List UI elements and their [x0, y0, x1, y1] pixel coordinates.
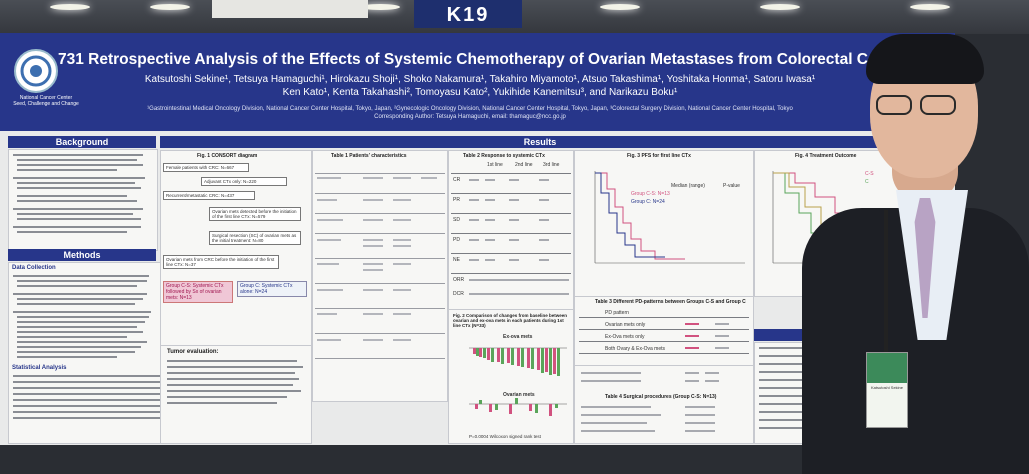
table4-surgery: Table 4 Surgical procedures (Group C-S: …: [574, 365, 754, 444]
table2-row-pd: PD: [453, 237, 460, 243]
ceiling-light: [150, 4, 190, 10]
methods-text-lines: [13, 275, 151, 358]
flow-box-5: Surgical resection (SC) of ovarian mets …: [209, 231, 301, 245]
fig2-title: Fig. 2 Comparison of changes from baseli…: [453, 313, 568, 328]
table2-row-cr: CR: [453, 177, 461, 183]
flow-box-3: Recurrent/metastatic CRC: N=437: [163, 191, 255, 200]
table2-col-3: 3rd line: [543, 162, 560, 168]
affiliation-line: ¹Gastrointestinal Medical Oncology Divis…: [147, 106, 793, 112]
poster-title: 731 Retrospective Analysis of the Effect…: [58, 51, 910, 68]
fig3-pfs: Fig. 3 PFS for first line CTx Median (ra…: [574, 150, 754, 297]
tumor-evaluation: Tumor evaluation:: [160, 345, 312, 444]
flow-box-6: Ovarian mets from CRC before the initiat…: [163, 255, 279, 269]
logo-text: National Cancer Center Seed, Challenge a…: [6, 95, 86, 107]
fig1-title: Fig. 1 CONSORT diagram: [197, 153, 258, 159]
fig1-consort: Fig. 1 CONSORT diagram Female patients w…: [160, 150, 312, 347]
board-number-sign: K19: [414, 0, 522, 28]
table2-cells: [451, 173, 571, 295]
section-methods: Methods: [8, 249, 156, 261]
table3-cells: [579, 317, 749, 354]
methods-subhead-data: Data Collection: [12, 265, 56, 271]
background-body: [8, 149, 158, 251]
table4-cells: [581, 372, 719, 432]
table3-pd-pattern: Table 3 Different PD-patterns between Gr…: [574, 296, 754, 366]
fig2-footer: P=0.0004 Wilcoxon signed rank test: [469, 434, 541, 439]
background-text-lines: [13, 154, 145, 233]
table3-title: Table 3 Different PD-patterns between Gr…: [595, 299, 746, 305]
fig3-header-pvalue: P-value: [723, 183, 740, 189]
table2-response: Table 2 Response to systemic CTx 1st lin…: [448, 150, 574, 310]
table1-title: Table 1 Patients' characteristics: [331, 153, 407, 159]
fig3-header-median: Median (range): [671, 183, 705, 189]
lanyard: [884, 210, 888, 355]
ceiling-light: [760, 4, 800, 10]
badge-name: Katsutoshi Sekine: [870, 385, 904, 390]
presenter-hair: [866, 34, 984, 84]
tumor-eval-text: [167, 360, 303, 404]
table2-row-sd: SD: [453, 217, 460, 223]
table3-row-3: Both Ovary & Ex-Ova mets: [605, 346, 666, 352]
fig2-bars: [469, 347, 567, 416]
table4-title: Table 4 Surgical procedures (Group C-S: …: [605, 394, 717, 400]
poster-header: National Cancer Center Seed, Challenge a…: [0, 33, 955, 131]
fig3-legend-cs: Group C-S: N=13: [631, 191, 670, 197]
glasses-left-icon: [876, 95, 912, 115]
ncc-logo-icon: [14, 49, 58, 93]
table2-row-orr: ORR: [453, 277, 465, 283]
badge-header: [867, 353, 907, 383]
ceiling-light: [360, 4, 400, 10]
fig4-title: Fig. 4 Treatment Outcome: [795, 153, 857, 159]
table1-grid: [315, 173, 445, 359]
table2-title: Table 2 Response to systemic CTx: [463, 153, 545, 159]
fig2-ex-ova-label: Ex-ova mets: [503, 334, 533, 340]
methods-subhead-stats: Statistical Analysis: [12, 365, 67, 371]
fig3-legend-c: Group C: N=24: [631, 199, 665, 205]
ceiling-light: [50, 4, 90, 10]
fig3-title: Fig. 3 PFS for first line CTx: [627, 153, 691, 159]
flow-box-4: Ovarian mets detected before the initiat…: [209, 207, 301, 221]
poster: National Cancer Center Seed, Challenge a…: [0, 33, 955, 445]
flow-box-1: Female patients with CRC: N=667: [163, 163, 249, 172]
stats-text-lines: [13, 375, 297, 419]
fig2-waterfall: Fig. 2 Comparison of changes from baseli…: [448, 309, 574, 444]
wall-panel: [212, 0, 368, 18]
table2-col-2: 2nd line: [515, 162, 533, 168]
corresponding-author: Corresponding Author: Tetsuya Hamaguchi,…: [374, 114, 566, 120]
logo-tagline: Seed, Challenge and Change: [13, 101, 79, 107]
affiliations: ¹Gastrointestinal Medical Oncology Divis…: [60, 105, 880, 121]
authors-line-1: Katsutoshi Sekine¹, Tetsuya Hamaguchi¹, …: [144, 74, 816, 85]
ceiling-light: [600, 4, 640, 10]
flow-box-2: Adjuvant CTx only: N=220: [201, 177, 287, 186]
ceiling-light: [910, 4, 950, 10]
table3-row-0: PD pattern: [605, 310, 629, 316]
table3-row-1: Ovarian mets only: [605, 322, 646, 328]
glasses-right-icon: [920, 95, 956, 115]
fig4-legend-cs: C-S: [865, 171, 874, 177]
author-list: Katsutoshi Sekine¹, Tetsuya Hamaguchi¹, …: [90, 73, 870, 99]
tumor-eval-title: Tumor evaluation:: [167, 349, 219, 355]
name-badge: Katsutoshi Sekine: [866, 352, 908, 428]
table2-row-dcr: DCR: [453, 291, 464, 297]
table2-col-1: 1st line: [487, 162, 503, 168]
logo-name: National Cancer Center: [19, 95, 73, 101]
fig3-km-curve: [594, 171, 745, 264]
fig4-legend-c: C: [865, 179, 869, 185]
section-background: Background: [8, 136, 156, 148]
table1-characteristics: Table 1 Patients' characteristics: [312, 150, 448, 402]
table2-row-pr: PR: [453, 197, 460, 203]
discussion-text-lines: [759, 347, 809, 429]
authors-line-2: Ken Kato¹, Kenta Takahashi², Tomoyasu Ka…: [282, 87, 678, 98]
table3-row-2: Ex-Ova mets only: [605, 334, 645, 340]
fig2-ovarian-label: Ovarian mets: [503, 392, 535, 398]
group-c-box: Group C: Systemic CTx alone: N=24: [237, 281, 307, 297]
table2-row-ne: NE: [453, 257, 460, 263]
section-results: Results: [160, 136, 920, 148]
group-cs-box: Group C-S: Systemic CTx followed by Sx o…: [163, 281, 233, 303]
